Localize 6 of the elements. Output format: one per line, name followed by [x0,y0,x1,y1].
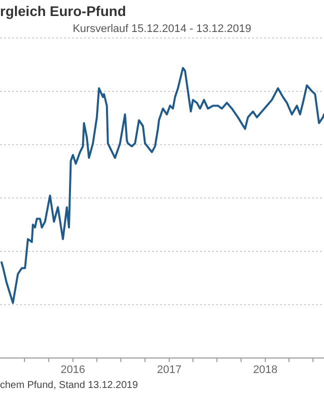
x-tick-label: 2016 [60,364,86,376]
x-tick-label: 2018 [253,364,278,376]
x-tick-label: 2017 [156,364,182,376]
text: chem Pfund, Stand 13.12.2019 [0,380,138,391]
chart-title: rgleich Euro-Pfund [0,3,126,19]
chart-subtitle: Kursverlauf 15.12.2014 - 13.12.2019 [72,23,252,35]
